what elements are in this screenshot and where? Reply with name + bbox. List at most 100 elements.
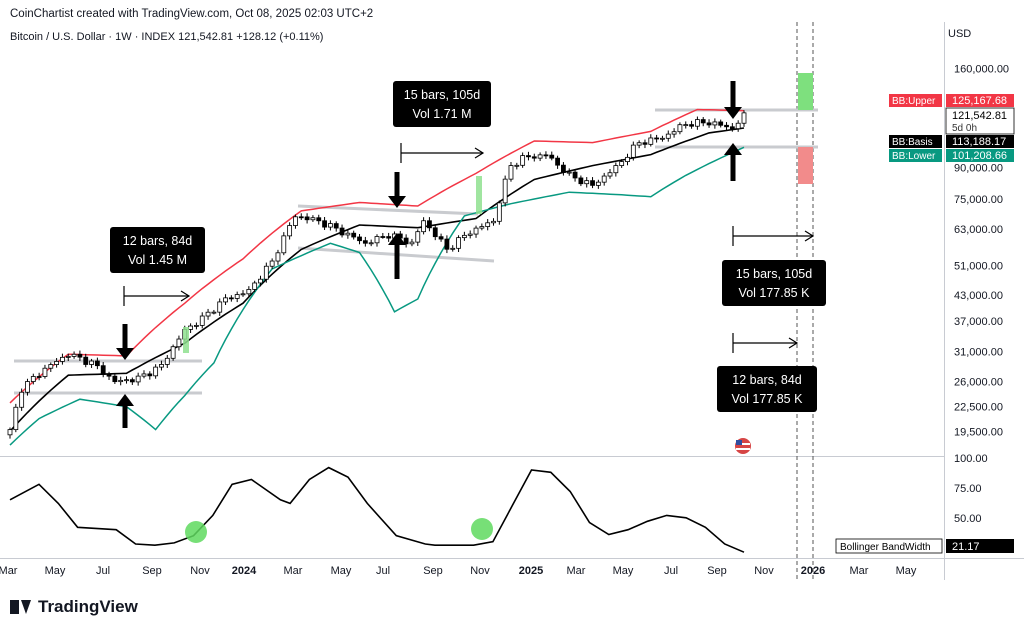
annotation-line-2: Vol 1.45 M: [128, 253, 187, 267]
candle: [54, 358, 60, 368]
candle: [636, 140, 642, 149]
candle: [83, 353, 89, 368]
candle-body: [304, 216, 310, 221]
candle-body: [223, 297, 228, 303]
time-tick-label: May: [896, 565, 917, 577]
candle: [368, 239, 374, 247]
candle: [508, 161, 514, 182]
candle-body: [42, 367, 48, 377]
candle: [444, 235, 450, 254]
price-badge-bbupper: BB:Upper 125,167.68: [889, 94, 1014, 107]
candle-body: [572, 171, 578, 179]
candle: [7, 427, 13, 439]
time-tick-label: Sep: [707, 565, 727, 577]
candle-body: [496, 202, 502, 222]
price-tick-label: 75,000.00: [954, 194, 1003, 206]
candle-body: [473, 227, 479, 235]
measure-arrowhead: [788, 337, 799, 349]
candle: [619, 159, 625, 168]
candle-body: [275, 252, 281, 262]
candle: [590, 177, 595, 189]
squeeze-marker-0: [185, 521, 207, 543]
annotation-box-3: 15 bars, 105d Vol 177.85 K: [722, 260, 826, 306]
candle: [124, 376, 129, 384]
badge-name: BB:Upper: [892, 96, 936, 107]
candle: [473, 225, 479, 238]
badge-name: BB:Basis: [892, 137, 933, 148]
candle: [461, 231, 467, 241]
candle: [89, 358, 94, 368]
candle: [298, 213, 304, 220]
candle: [531, 153, 537, 162]
candle-body: [607, 172, 613, 177]
candle: [211, 309, 217, 315]
arrow-head: [116, 348, 134, 360]
candle: [141, 370, 147, 379]
candle: [322, 217, 327, 230]
candle: [467, 230, 473, 239]
candle-body: [36, 376, 42, 378]
candle: [415, 229, 421, 246]
annotation-line-1: 15 bars, 105d: [736, 267, 812, 281]
candle-body: [595, 181, 601, 186]
candle-body: [409, 241, 415, 245]
candle: [199, 312, 205, 329]
candle-body: [671, 131, 677, 135]
candle-body: [194, 325, 199, 327]
candle-body: [380, 236, 386, 238]
candle-body: [176, 338, 182, 348]
candle: [642, 139, 648, 149]
candle-body: [252, 282, 258, 290]
candle: [607, 168, 613, 179]
candle: [316, 214, 322, 225]
time-tick-label: Mar: [567, 565, 586, 577]
candle: [30, 373, 36, 385]
annotation-box-2: 15 bars, 105d Vol 1.71 M: [393, 81, 491, 127]
candle-body: [89, 360, 94, 365]
candle: [630, 141, 636, 161]
candle: [683, 121, 689, 129]
candle: [228, 295, 234, 302]
candle: [19, 388, 25, 411]
candle: [118, 376, 124, 386]
candle-body: [566, 171, 572, 174]
candle-body: [467, 233, 473, 236]
candle-body: [665, 133, 671, 139]
candle-body: [30, 376, 36, 382]
badge-bg: [946, 539, 1014, 553]
time-tick-label: Mar: [0, 565, 18, 577]
candle-body: [269, 260, 275, 267]
candle: [706, 119, 712, 128]
annotation-line-2: Vol 177.85 K: [739, 286, 811, 300]
candle: [578, 175, 584, 187]
measure-bar-4: [732, 333, 799, 353]
currency-label[interactable]: USD: [948, 28, 972, 40]
candle: [327, 220, 333, 231]
badge-countdown: 5d 0h: [952, 123, 977, 134]
candle-body: [112, 375, 118, 383]
candle-body: [316, 217, 322, 222]
candle: [25, 378, 30, 396]
candle-body: [124, 379, 129, 382]
down-arrow-3: [724, 81, 742, 119]
candle: [438, 233, 444, 242]
candle: [287, 222, 293, 240]
candle: [386, 232, 392, 242]
candle-body: [689, 124, 694, 127]
badge-value: 125,167.68: [952, 95, 1007, 107]
bandwidth-axis: 100.00 75.00 50.00: [954, 453, 988, 525]
candle-body: [636, 142, 642, 146]
candle: [281, 232, 287, 256]
candle: [735, 120, 741, 132]
candle: [217, 298, 223, 316]
price-tick-label: 51,000.00: [954, 261, 1003, 273]
price-tick-label: 160,000.00: [954, 63, 1009, 75]
candles: [7, 110, 747, 439]
candle: [147, 371, 153, 380]
arrow-head: [116, 394, 134, 406]
candle: [421, 217, 427, 235]
candle-body: [537, 154, 543, 159]
candle-body: [654, 137, 660, 140]
candle-body: [327, 223, 333, 228]
